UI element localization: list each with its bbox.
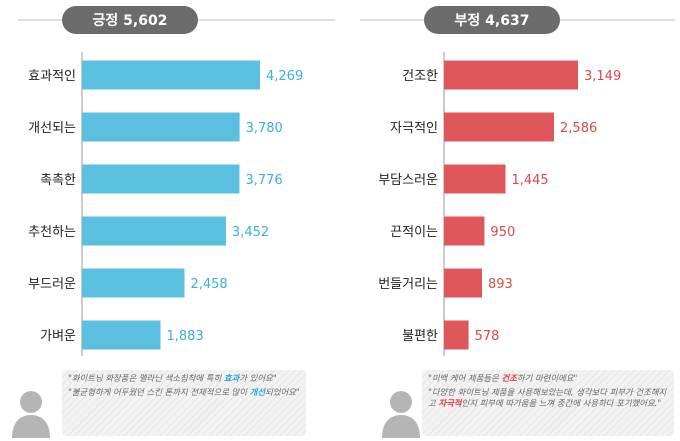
value-label: 3,452 bbox=[232, 225, 269, 240]
header-pill bbox=[62, 6, 198, 34]
value-label: 3,149 bbox=[584, 69, 621, 84]
value-label: 4,269 bbox=[266, 69, 303, 84]
negative-quote-1: "미백 케어 제품들은 건조하기 마련이에요" bbox=[428, 373, 578, 383]
bar bbox=[444, 112, 555, 142]
value-label: 578 bbox=[475, 329, 500, 344]
bar bbox=[444, 164, 506, 194]
value-label: 1,445 bbox=[511, 173, 548, 188]
category-label: 촉촉한 bbox=[40, 173, 76, 188]
positive-quote-2: "불균형하게 어두웠던 스킨 톤까지 전체적으로 많이 개선되었어요" bbox=[68, 387, 300, 397]
user-avatar-icon bbox=[10, 388, 52, 438]
category-label: 가벼운 bbox=[40, 329, 76, 344]
negative-quote-2: "다양한 화이트닝 제품을 사용해보았는데, 생각보다 피부가 건조해지고 자극… bbox=[428, 387, 667, 408]
category-label: 부담스러운 bbox=[378, 173, 438, 188]
bar bbox=[82, 60, 260, 90]
category-label: 부드러운 bbox=[28, 277, 76, 292]
value-label: 3,776 bbox=[245, 173, 282, 188]
bar bbox=[444, 320, 469, 350]
bar bbox=[444, 216, 485, 246]
value-label: 893 bbox=[488, 277, 513, 292]
category-label: 번들거리는 bbox=[378, 277, 438, 292]
category-label: 효과적인 bbox=[28, 69, 76, 84]
positive-panel: 긍정 5,602 효과적인 4,269 개선되는 3,780 촉촉한 3,776 추천하는 3,… bbox=[10, 6, 335, 438]
bar bbox=[444, 60, 578, 90]
bar bbox=[82, 216, 226, 246]
header-title: 부정 4,637 bbox=[455, 12, 530, 29]
value-label: 950 bbox=[490, 225, 515, 240]
header-title: 긍정 5,602 bbox=[93, 12, 168, 29]
header-pill bbox=[424, 6, 560, 34]
user-avatar-icon bbox=[380, 388, 422, 438]
negative-quote-box: "미백 케어 제품들은 건조하기 마련이에요" "다양한 화이트닝 제품을 사용… bbox=[422, 370, 674, 436]
category-label: 건조한 bbox=[402, 69, 438, 84]
category-label: 추천하는 bbox=[28, 225, 76, 240]
category-label: 불편한 bbox=[402, 329, 438, 344]
positive-chart: 긍정 5,602 효과적인 4,269 개선되는 3,780 촉촉한 3,776 추천하는 3,… bbox=[18, 6, 335, 356]
positive-quote-1: "화이트닝 화장품은 멜라닌 색소침착에 특히 효과가 있어요" bbox=[68, 373, 277, 383]
value-label: 2,586 bbox=[560, 121, 597, 136]
bar bbox=[82, 268, 185, 298]
positive-quote-box: "화이트닝 화장품은 멜라닌 색소침착에 특히 효과가 있어요" "불균형하게 … bbox=[62, 370, 306, 436]
bar bbox=[82, 112, 240, 142]
bar bbox=[82, 164, 240, 194]
category-label: 자극적인 bbox=[390, 121, 438, 136]
category-label: 개선되는 bbox=[28, 121, 76, 136]
value-label: 1,883 bbox=[167, 329, 204, 344]
bar bbox=[444, 268, 482, 298]
category-label: 끈적이는 bbox=[390, 225, 438, 240]
bar bbox=[82, 320, 161, 350]
value-label: 3,780 bbox=[246, 121, 283, 136]
negative-chart: 부정 4,637 건조한 3,149 자극적인 2,586 부담스러운 1,445 끈적이는 9… bbox=[360, 6, 675, 356]
negative-panel: 부정 4,637 건조한 3,149 자극적인 2,586 부담스러운 1,445 끈적이는 9… bbox=[340, 0, 680, 441]
value-label: 2,458 bbox=[190, 277, 227, 292]
